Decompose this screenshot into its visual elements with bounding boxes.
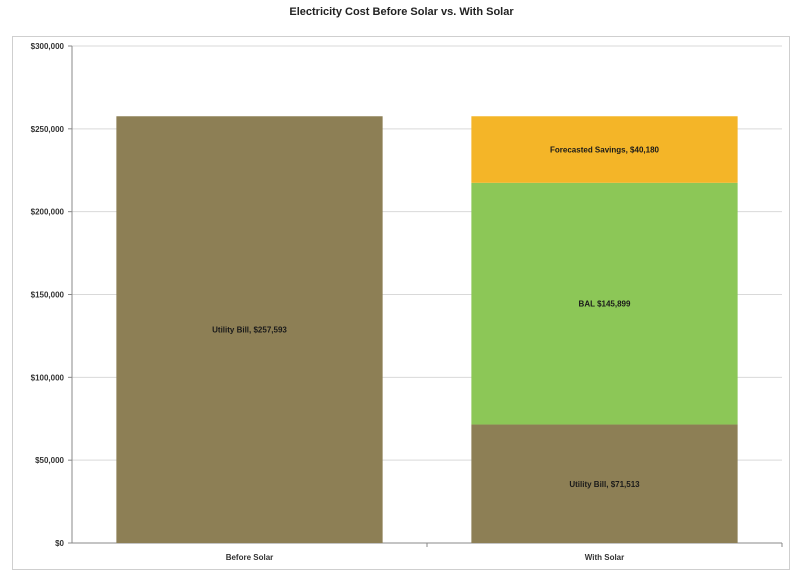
y-tick-label: $150,000 (31, 291, 65, 300)
bar-segment (471, 424, 738, 543)
y-tick-label: $0 (55, 539, 64, 548)
chart-title: Electricity Cost Before Solar vs. With S… (289, 6, 514, 18)
data-label: Utility Bill, $71,513 (569, 480, 640, 489)
chart-frame (12, 36, 790, 570)
bar-segment (471, 116, 738, 183)
y-tick-label: $100,000 (31, 373, 65, 382)
data-label: Utility Bill, $257,593 (212, 326, 287, 335)
data-label: BAL $145,899 (579, 300, 631, 309)
bar-segment (471, 182, 738, 425)
y-tick-label: $50,000 (35, 456, 64, 465)
data-label: Forecasted Savings, $40,180 (550, 146, 660, 155)
bar-segment (116, 116, 383, 543)
y-tick-label: $250,000 (31, 125, 65, 134)
y-tick-label: $200,000 (31, 208, 65, 217)
x-tick-label: Before Solar (226, 553, 274, 562)
x-tick-label: With Solar (585, 553, 624, 562)
y-tick-label: $300,000 (31, 42, 65, 51)
